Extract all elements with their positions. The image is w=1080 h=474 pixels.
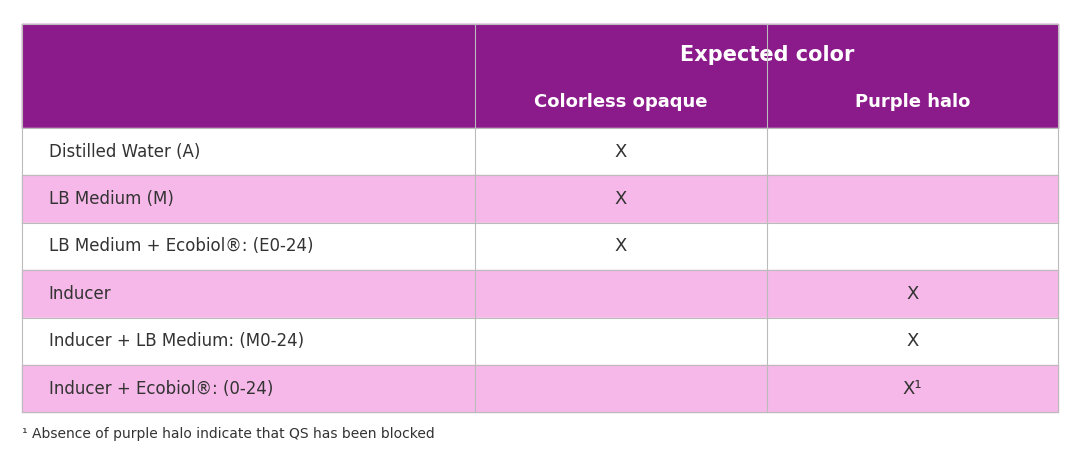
Bar	[22, 128, 1058, 175]
Text: X: X	[615, 237, 627, 255]
Text: X: X	[906, 285, 919, 303]
Text: X: X	[615, 143, 627, 161]
Bar	[22, 270, 1058, 318]
Text: ¹ Absence of purple halo indicate that QS has been blocked: ¹ Absence of purple halo indicate that Q…	[22, 427, 434, 441]
Text: X: X	[906, 332, 919, 350]
Text: X¹: X¹	[903, 380, 922, 398]
Bar	[22, 223, 1058, 270]
Text: Expected color: Expected color	[679, 45, 854, 65]
Text: Inducer + Ecobiol®: (0-24): Inducer + Ecobiol®: (0-24)	[49, 380, 273, 398]
Bar	[22, 365, 1058, 412]
Text: Purple halo: Purple halo	[855, 93, 970, 111]
Text: Inducer: Inducer	[49, 285, 111, 303]
Text: X: X	[615, 190, 627, 208]
Bar	[22, 24, 1058, 128]
Bar	[22, 318, 1058, 365]
Text: LB Medium (M): LB Medium (M)	[49, 190, 174, 208]
Text: Inducer + LB Medium: (M0-24): Inducer + LB Medium: (M0-24)	[49, 332, 303, 350]
Text: LB Medium + Ecobiol®: (E0-24): LB Medium + Ecobiol®: (E0-24)	[49, 237, 313, 255]
Text: Distilled Water (A): Distilled Water (A)	[49, 143, 200, 161]
Bar	[22, 175, 1058, 223]
Text: Colorless opaque: Colorless opaque	[535, 93, 707, 111]
